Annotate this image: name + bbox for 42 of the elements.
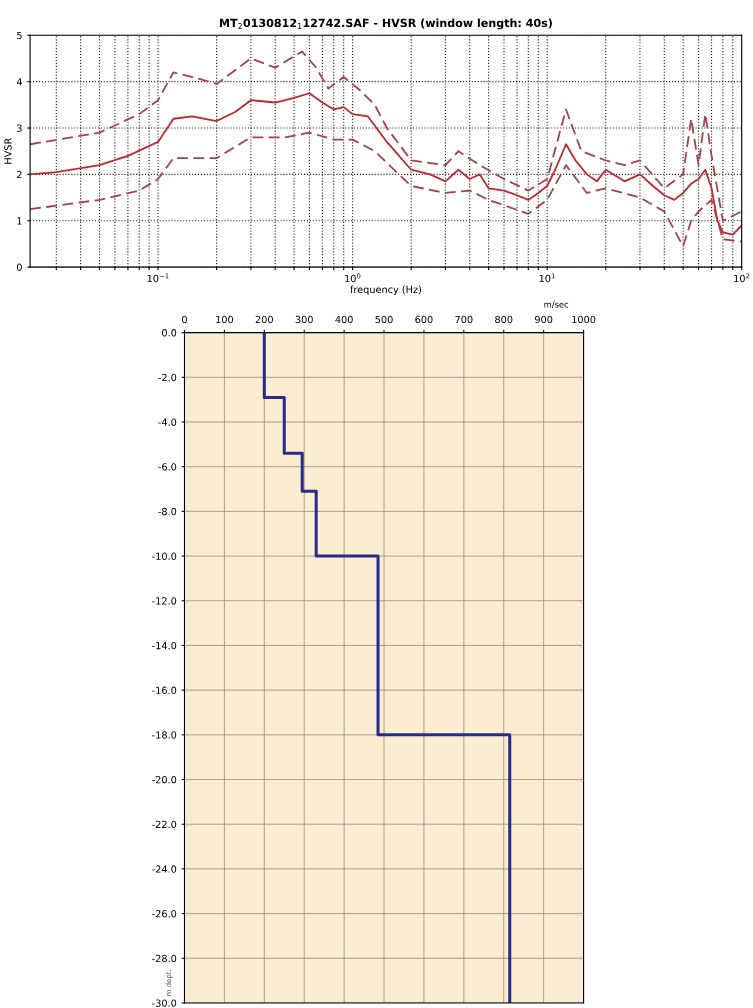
y-tick-label: 2	[17, 170, 22, 179]
x-tick-label: 300	[295, 315, 313, 324]
y-tick-label: -26.0	[152, 910, 177, 918]
y-tick-label: 3	[17, 124, 22, 132]
x-tick-label: 200	[255, 315, 273, 324]
y-tick-label: -28.0	[152, 954, 177, 963]
y-tick-label: -18.0	[152, 731, 177, 739]
y-tick-label: -16.0	[152, 686, 177, 694]
y-tick-label: 0	[16, 263, 22, 271]
y-tick-label: 1	[17, 217, 22, 225]
y-tick-label: -10.0	[152, 552, 177, 560]
y-tick-label: -4.0	[158, 418, 177, 426]
x-tick-label: 900	[535, 315, 553, 324]
x-tick-label: 100	[216, 315, 234, 324]
x-axis-title: frequency (Hz)	[350, 285, 421, 295]
y-tick-label: 5	[17, 31, 22, 40]
x-tick-label: 700	[455, 315, 473, 324]
y-tick-label: -22.0	[152, 820, 177, 829]
x-tick-label: 500	[375, 315, 393, 324]
y-tick-label: -20.0	[152, 776, 177, 784]
x-tick-label: 10$^{0}$	[345, 273, 361, 283]
y-tick-label: 4	[16, 78, 22, 86]
x-tick-label: 0	[182, 315, 187, 324]
x-tick-label: 10$^{−1}$	[147, 273, 169, 283]
y-tick-label: -24.0	[152, 865, 177, 873]
x-tick-label: 400	[335, 315, 353, 324]
chart-title: MT$_{2}$0130812$_{1}$12742.SAF - HVSR (window length: 40s)	[219, 18, 552, 30]
y-tick-label: -8.0	[158, 507, 177, 516]
x-tick-label: 10$^{1}$	[539, 273, 555, 283]
x-tick-label: 10$^{2}$	[734, 273, 750, 283]
y-tick-label: -2.0	[158, 373, 177, 382]
y-tick-label: -6.0	[158, 463, 177, 471]
x-tick-label: 1000	[572, 315, 596, 324]
y-tick-label: -12.0	[152, 597, 177, 605]
line-series	[262, 332, 512, 1003]
y-tick-label: -14.0	[152, 641, 177, 650]
y-axis-title: HVSR	[4, 138, 12, 164]
x-axis-title: m/sec	[544, 301, 569, 309]
x-tick-label: 800	[495, 315, 513, 324]
y-tick-label: -30.0	[152, 999, 177, 1007]
y-tick-label: 0.0	[162, 329, 177, 337]
x-tick-label: 600	[415, 315, 433, 324]
